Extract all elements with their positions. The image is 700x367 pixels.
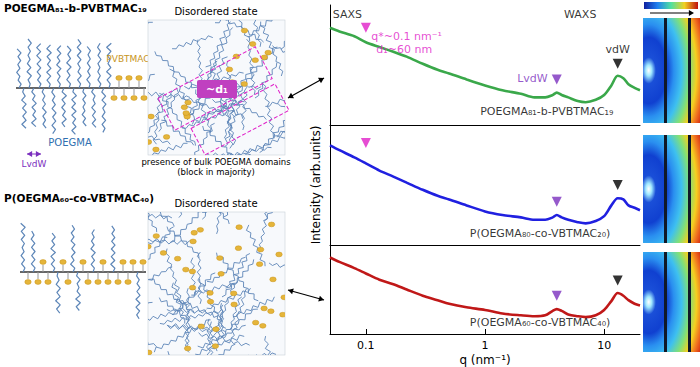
- svg-text:WAXS: WAXS: [564, 8, 596, 21]
- svg-text:P(OEGMA₈₀-co-VBTMAC₂₀): P(OEGMA₈₀-co-VBTMAC₂₀): [470, 227, 611, 240]
- svg-text:POEGMA: POEGMA: [48, 137, 92, 148]
- svg-text:PVBTMAC: PVBTMAC: [106, 54, 149, 64]
- svg-text:Intensity (arb.units): Intensity (arb.units): [309, 126, 323, 245]
- svg-text:~d₁: ~d₁: [206, 83, 228, 96]
- svg-text:POEGMA₈₁-b-PVBTMAC₁₉: POEGMA₈₁-b-PVBTMAC₁₉: [480, 105, 613, 118]
- svg-text:LvdW: LvdW: [22, 159, 47, 169]
- svg-text:0.1: 0.1: [357, 339, 375, 352]
- svg-text:vdW: vdW: [606, 43, 630, 56]
- svg-text:P(OEGMA₆₀-co-VBTMAC₄₀): P(OEGMA₆₀-co-VBTMAC₄₀): [4, 192, 154, 204]
- svg-text:q*~0.1 nm⁻¹: q*~0.1 nm⁻¹: [371, 30, 442, 43]
- svg-text:presence of bulk POEGMA domain: presence of bulk POEGMA domains: [141, 157, 291, 167]
- svg-text:10: 10: [597, 339, 611, 352]
- svg-text:P(OEGMA₆₀-co-VBTMAC₄₀): P(OEGMA₆₀-co-VBTMAC₄₀): [470, 316, 611, 329]
- svg-text:(block in majority): (block in majority): [177, 167, 255, 177]
- svg-text:POEGMA₈₁-b-PVBTMAC₁₉: POEGMA₈₁-b-PVBTMAC₁₉: [4, 2, 147, 14]
- svg-text:Disordered state: Disordered state: [174, 198, 257, 209]
- svg-text:Disordered state: Disordered state: [174, 6, 257, 17]
- svg-text:1: 1: [482, 339, 489, 352]
- svg-text:d₁~60 nm: d₁~60 nm: [376, 43, 432, 56]
- svg-text:LvdW: LvdW: [517, 72, 548, 85]
- svg-text:SAXS: SAXS: [333, 8, 362, 21]
- svg-text:q (nm⁻¹): q (nm⁻¹): [459, 353, 510, 367]
